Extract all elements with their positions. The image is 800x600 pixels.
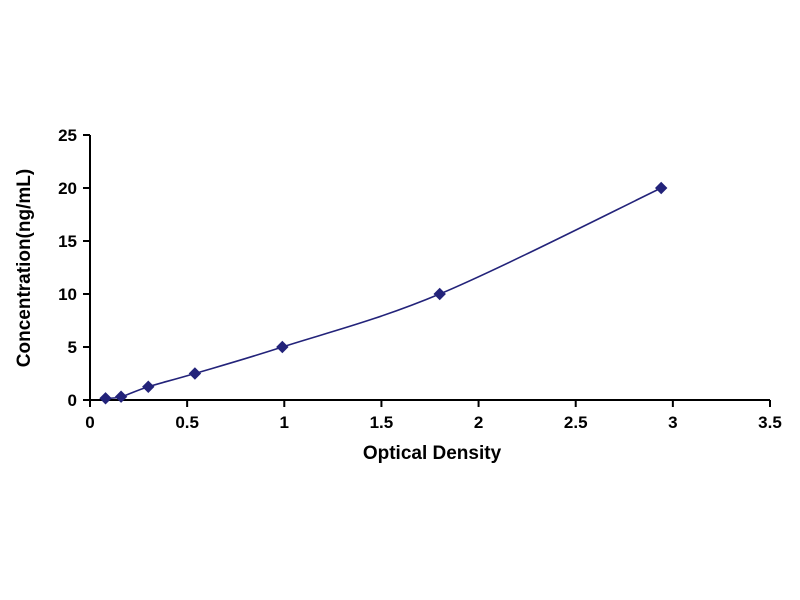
- y-tick-label: 15: [58, 232, 77, 251]
- plot-area: 0 0.5 1 1.5 2 2.5 3 3.5 0 5 10 15 20 25: [58, 126, 782, 432]
- standard-curve-line: [105, 187, 662, 400]
- y-axis-title: Concentration(ng/mL): [14, 169, 35, 367]
- y-tick-label: 25: [58, 126, 77, 145]
- x-tick-label: 1: [280, 413, 289, 432]
- data-point-marker: [654, 181, 668, 195]
- axes-lines: [89, 135, 770, 401]
- x-tick-label: 1.5: [370, 413, 394, 432]
- x-tick-label: 0: [85, 413, 94, 432]
- x-tick-label: 3: [668, 413, 677, 432]
- y-tick-label: 0: [68, 391, 77, 410]
- data-point-marker: [188, 367, 202, 380]
- data-point-marker: [433, 287, 446, 301]
- x-tick-label: 0.5: [175, 413, 199, 432]
- x-axis-title: Optical Density: [363, 443, 502, 464]
- x-tick-label: 3.5: [758, 413, 782, 432]
- data-point-marker: [142, 380, 155, 393]
- data-point-marker: [114, 390, 128, 403]
- data-point-marker: [276, 340, 289, 354]
- data-point-marker: [99, 392, 112, 405]
- y-tick-label: 10: [58, 285, 77, 304]
- x-tick-label: 2: [474, 413, 483, 432]
- x-tick-label: 2.5: [564, 413, 588, 432]
- y-tick-label: 5: [68, 338, 77, 357]
- y-tick-label: 20: [58, 179, 77, 198]
